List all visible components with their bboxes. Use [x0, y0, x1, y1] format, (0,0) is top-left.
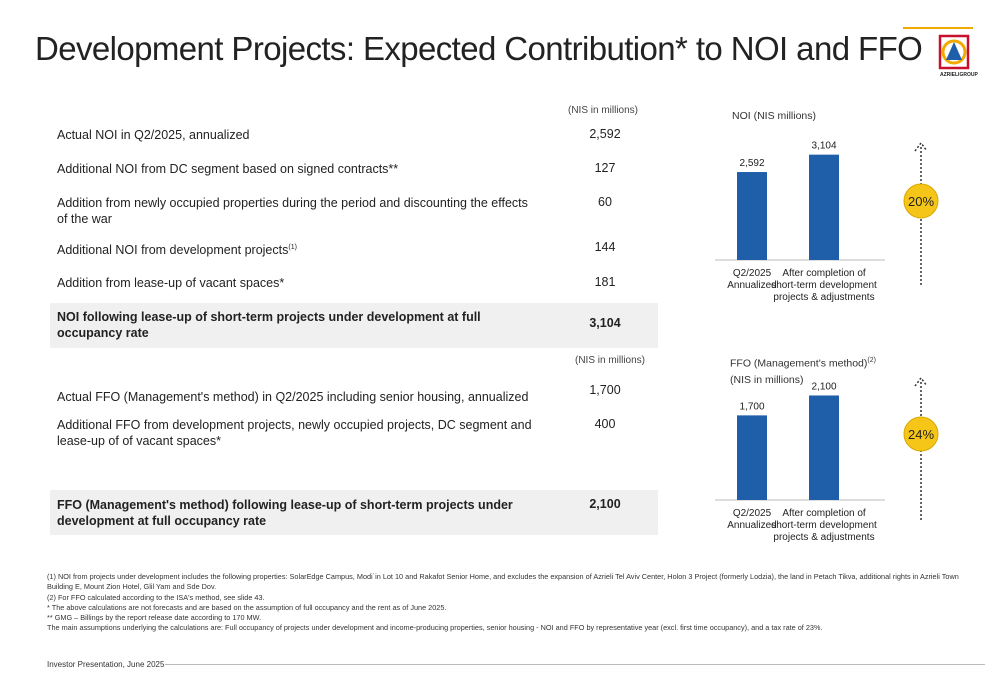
- noi-unit-header: (NIS in millions): [567, 105, 638, 116]
- noi-category-label-2-line-2: short-term development: [771, 280, 877, 291]
- ffo-total-value: 2,100: [589, 497, 621, 511]
- noi-value-label-2: 3,104: [811, 141, 836, 152]
- noi-category-label-1-line-2: Annualized: [727, 280, 776, 291]
- ffo-growth-label: 24%: [908, 427, 934, 442]
- noi-total-value: 3,104: [589, 316, 621, 330]
- noi-total-label: NOI following lease-up of short-term pro…: [57, 310, 481, 340]
- footnote-4: ** GMG – Billings by the report release …: [47, 613, 262, 623]
- ffo-growth-indicator: 24%: [903, 376, 939, 520]
- ffo-chart-title-line1: FFO (Management's method): [730, 357, 868, 370]
- footnotes: (1) NOI from projects under development …: [47, 572, 967, 634]
- footer-divider: [165, 664, 985, 665]
- ffo-value-label-1: 1,700: [739, 401, 764, 412]
- ffo-category-label-2-line-2: short-term development: [771, 520, 877, 531]
- noi-category-label-2: After completion of short-term developmen…: [771, 268, 877, 303]
- footnote-5: The main assumptions underlying the calc…: [47, 623, 823, 633]
- noi-value-label-1: 2,592: [739, 158, 764, 169]
- noi-category-label-2-line-1: After completion of: [782, 268, 866, 279]
- noi-row-label-3: Addition from newly occupied properties …: [57, 196, 528, 226]
- ffo-chart-title: FFO (Management's method)(2) (NIS in mil…: [730, 353, 876, 388]
- noi-row-value-1: 2,592: [589, 127, 621, 141]
- noi-row-label-1: Actual NOI in Q2/2025, annualized: [57, 128, 250, 142]
- ffo-row-value-1: 1,700: [589, 383, 621, 397]
- footnote-1: (1) NOI from projects under development …: [47, 572, 959, 592]
- noi-category-label-2-line-3: projects & adjustments: [773, 292, 874, 303]
- logo-text: AZRIELIGROUP: [940, 72, 978, 78]
- ffo-category-label-1-line-2: Annualized: [727, 520, 776, 531]
- noi-chart-title: NOI (NIS millions): [732, 110, 817, 122]
- ffo-row-value-2: 400: [594, 417, 616, 431]
- footnote-2: (2) For FFO calculated according to the …: [47, 592, 265, 602]
- ffo-category-label-2: After completion of short-term developmen…: [771, 508, 877, 543]
- ffo-category-label-2-line-1: After completion of: [782, 508, 866, 519]
- ffo-category-label-1: Q2/2025 Annualized: [727, 508, 776, 531]
- ffo-bar-2: [809, 395, 839, 500]
- ffo-chart-title-sup: (2): [867, 357, 876, 364]
- noi-bar-2: [809, 154, 839, 260]
- noi-row-label-4-sup: (1): [288, 244, 297, 251]
- footer-text: Investor Presentation, June 2025: [47, 660, 165, 669]
- noi-bar-chart: 2,592 Q2/2025 Annualized 3,104 After complet…: [715, 141, 885, 303]
- noi-bar-1: [737, 172, 767, 260]
- ffo-row-label-1: Actual FFO (Management's method) in Q2/2…: [57, 390, 529, 404]
- logo-accent-line: [903, 27, 973, 29]
- noi-row-label-4: Additional NOI from development projects…: [57, 240, 537, 258]
- ffo-total-label: FFO (Management's method) following leas…: [57, 498, 513, 528]
- footnote-3: * The above calculations are not forecas…: [47, 602, 447, 612]
- noi-row-label-5: Addition from lease-up of vacant spaces*: [57, 276, 285, 290]
- noi-row-value-4: 144: [594, 240, 616, 254]
- ffo-chart-title-line2: (NIS in millions): [730, 373, 804, 386]
- ffo-bar-1: [737, 415, 767, 500]
- azrieli-logo: [938, 34, 970, 70]
- noi-row-label-4-text: Additional NOI from development projects: [57, 243, 289, 258]
- noi-total-row: [50, 303, 658, 348]
- noi-row-value-5: 181: [594, 275, 616, 289]
- ffo-row-label-2: Additional FFO from development projects…: [57, 418, 532, 448]
- ffo-total-row: [50, 490, 658, 535]
- noi-row-value-3: 60: [598, 195, 612, 209]
- noi-growth-indicator: 20%: [903, 141, 939, 285]
- page-title: Development Projects: Expected Contribut…: [35, 30, 923, 67]
- noi-row-value-2: 127: [594, 161, 616, 175]
- ffo-category-label-2-line-3: projects & adjustments: [773, 532, 874, 543]
- ffo-unit-header: (NIS in millions): [574, 355, 645, 366]
- ffo-value-label-2: 2,100: [811, 381, 836, 392]
- ffo-category-label-1-line-1: Q2/2025: [733, 508, 772, 519]
- noi-growth-label: 20%: [908, 194, 934, 209]
- noi-category-label-1: Q2/2025 Annualized: [727, 268, 776, 291]
- noi-category-label-1-line-1: Q2/2025: [733, 268, 772, 279]
- ffo-bar-chart: 1,700 Q2/2025 Annualized 2,100 After complet…: [715, 381, 885, 543]
- noi-row-label-2: Additional NOI from DC segment based on …: [57, 162, 399, 176]
